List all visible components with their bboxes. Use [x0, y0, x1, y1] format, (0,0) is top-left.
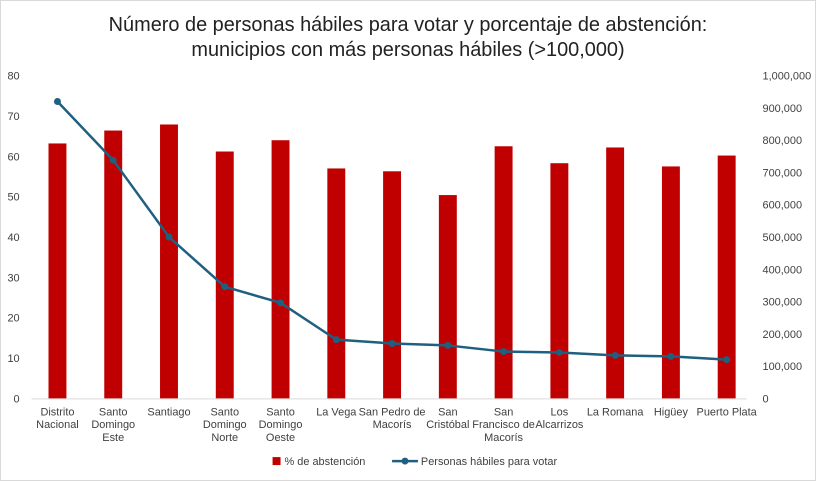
category-label-line: Santo: [99, 406, 128, 418]
category-label-line: San: [494, 406, 513, 418]
right-tick-label: 300,000: [763, 297, 803, 309]
category-label: Santo Domingo Oeste: [259, 406, 303, 444]
category-label: Higüey: [654, 406, 689, 418]
category-label: Distrito Nacional: [36, 406, 79, 431]
category-label-line: Santo: [266, 406, 295, 418]
category-label: Puerto Plata: [697, 406, 758, 418]
left-tick-label: 40: [7, 232, 19, 244]
bar: [438, 195, 457, 399]
category-label: San Pedro de Macorís: [359, 406, 426, 431]
left-tick-label: 50: [7, 192, 19, 204]
bar: [494, 146, 513, 399]
line-point: [109, 156, 117, 164]
bar: [104, 130, 123, 399]
category-label-line: Los: [551, 406, 569, 418]
bar: [160, 124, 178, 399]
left-tick-label: 60: [7, 151, 19, 163]
bar: [215, 151, 234, 399]
legend-swatch-bar: [272, 457, 281, 466]
chart-title-line-2: municipios con más personas hábiles (>10…: [191, 39, 624, 61]
category-label-line: Oeste: [266, 432, 295, 444]
right-axis: 0 100,000 200,000 300,000 400,000 500,000 600,…: [763, 71, 812, 406]
bar: [550, 163, 569, 399]
legend-marker: [401, 457, 409, 465]
line-point: [277, 299, 285, 307]
category-label-line: San Pedro de: [359, 406, 426, 418]
line-point: [500, 348, 508, 356]
category-label: San Cristóbal: [426, 406, 469, 431]
category-label-line: Domingo: [203, 419, 247, 431]
line-point: [388, 340, 396, 347]
legend-label-bar: % de abstención: [285, 456, 366, 468]
line-series: [53, 98, 731, 364]
category-label-line: Distrito: [40, 406, 74, 418]
category-label-line: Norte: [211, 432, 238, 444]
legend: % de abstención Personas hábiles para vo…: [272, 456, 558, 468]
category-label: La Romana: [587, 406, 644, 418]
category-label-line: Santo: [210, 406, 239, 418]
line-point: [165, 233, 173, 241]
left-tick-label: 20: [7, 313, 19, 325]
left-tick-label: 10: [7, 353, 19, 365]
line-point: [611, 351, 619, 359]
left-axis: 0 10 20 30 40 50 60 70 80: [7, 71, 19, 406]
legend-label-line: Personas hábiles para votar: [421, 456, 558, 468]
category-label-line: Cristóbal: [426, 419, 469, 431]
bar: [327, 168, 346, 399]
left-tick-label: 0: [14, 393, 20, 405]
category-label-line: La Vega: [316, 406, 357, 418]
category-label-line: Domingo: [91, 419, 135, 431]
right-tick-label: 800,000: [763, 135, 803, 147]
bar: [271, 140, 290, 399]
category-label-line: Santiago: [147, 406, 190, 418]
category-label-line: Alcarrizos: [535, 419, 584, 431]
category-label-line: Puerto Plata: [697, 406, 758, 418]
category-label: Santo Domingo Este: [91, 406, 135, 444]
category-label: Los Alcarrizos: [535, 406, 584, 431]
right-tick-label: 700,000: [763, 167, 803, 179]
category-label-line: La Romana: [587, 406, 644, 418]
category-label-line: Francisco de: [472, 419, 535, 431]
category-label-line: Higüey: [654, 406, 689, 418]
bar: [383, 171, 402, 399]
right-tick-label: 0: [763, 393, 769, 405]
line-point: [332, 336, 340, 344]
category-label-line: Este: [102, 432, 124, 444]
bar-series: [48, 124, 736, 399]
left-tick-label: 70: [7, 111, 19, 123]
right-tick-label: 600,000: [763, 200, 803, 212]
category-label-line: Nacional: [36, 419, 79, 431]
line-point: [444, 341, 452, 349]
left-tick-label: 80: [7, 71, 19, 83]
right-tick-label: 1,000,000: [763, 71, 812, 83]
bar: [606, 147, 625, 399]
category-label: Santiago: [147, 406, 190, 418]
category-label: La Vega: [316, 406, 357, 418]
category-label: Santo Domingo Norte: [203, 406, 247, 444]
chart-title-line-1: Número de personas hábiles para votar y …: [109, 14, 708, 36]
category-label-line: Macorís: [373, 419, 412, 431]
right-tick-label: 400,000: [763, 264, 803, 276]
category-label-line: Macorís: [484, 432, 523, 444]
line-point: [555, 349, 563, 357]
right-tick-label: 200,000: [763, 329, 803, 341]
right-tick-label: 500,000: [763, 232, 803, 244]
bar: [661, 166, 680, 399]
category-label: San Francisco de Macorís: [472, 406, 535, 444]
right-tick-label: 100,000: [763, 361, 803, 373]
bar: [717, 155, 736, 399]
right-tick-label: 900,000: [763, 103, 803, 115]
category-label-line: Domingo: [259, 419, 303, 431]
line-point: [53, 98, 61, 105]
line-point: [723, 356, 731, 364]
category-label-line: San: [438, 406, 457, 418]
line-point: [667, 352, 675, 360]
bar: [48, 143, 67, 399]
line-point: [221, 283, 229, 291]
left-tick-label: 30: [7, 272, 19, 284]
